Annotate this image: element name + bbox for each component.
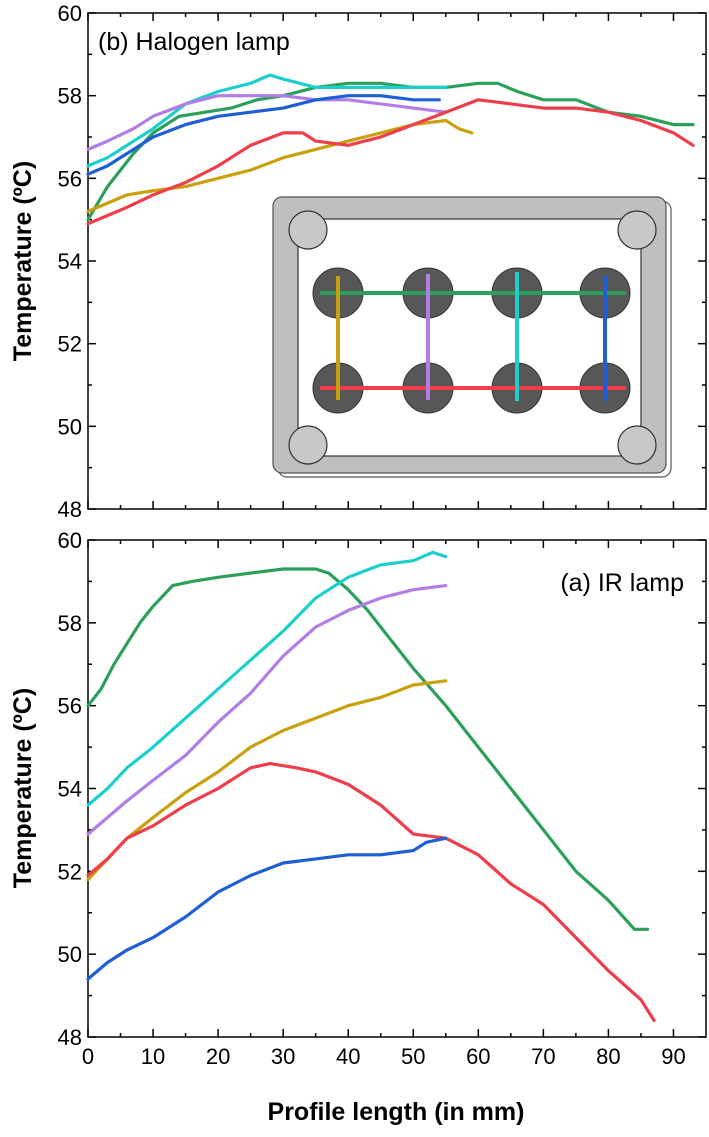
inset-window: [297, 218, 642, 457]
halogen-series-blue: [86, 94, 441, 176]
inset-profiles: [320, 272, 626, 401]
halogen-series-purple: [86, 94, 448, 151]
ir-series-gold: [86, 679, 448, 882]
panel-ir-ticks: 0 10 20 30 40 50 60 70 80 90 48 50 52 54 56 58 60: [58, 528, 706, 1069]
x-tick-label: 0: [82, 1044, 94, 1069]
panel-ir-series: [86, 550, 656, 1023]
y-tick-label: 52: [58, 332, 82, 357]
x-tick-label: 60: [466, 1044, 490, 1069]
y-tick-label: 52: [58, 859, 82, 884]
x-tick-label: 90: [661, 1044, 685, 1069]
x-tick-label: 70: [531, 1044, 555, 1069]
panel-halogen-lamp: 48 50 52 54 56 58 60: [9, 1, 707, 522]
y-tick-label: 48: [58, 497, 82, 522]
y-tick-label: 56: [58, 694, 82, 719]
x-tick-label: 80: [596, 1044, 620, 1069]
halogen-series-green: [86, 81, 695, 222]
panel-halogen-ticks: 48 50 52 54 56 58 60: [58, 1, 706, 522]
corner-hole-icon: [617, 425, 657, 465]
x-tick-label: 30: [271, 1044, 295, 1069]
corner-hole-icon: [617, 210, 657, 250]
corner-hole-icon: [288, 210, 328, 250]
panel-ir-ylabel: Temperature (ºC): [9, 688, 37, 888]
panel-halogen-ylabel: Temperature (ºC): [9, 161, 37, 361]
panel-ir-frame: [87, 539, 707, 1038]
ir-series-purple: [86, 583, 448, 836]
ir-series-green: [86, 567, 650, 931]
ir-series-cyan: [86, 550, 448, 807]
halogen-series-cyan: [86, 73, 448, 168]
y-tick-label: 54: [58, 777, 82, 802]
y-tick-label: 48: [58, 1025, 82, 1050]
inset-diagram: [272, 196, 672, 478]
y-tick-label: 60: [58, 528, 82, 553]
y-tick-label: 50: [58, 942, 82, 967]
ir-series-red: [86, 761, 656, 1023]
y-tick-label: 58: [58, 611, 82, 636]
halogen-series-gold: [86, 118, 474, 213]
x-tick-label: 50: [401, 1044, 425, 1069]
panel-ir-lamp: 0 10 20 30 40 50 60 70 80 90 48 50 52 54 56 58 60 (a) IR…: [9, 528, 707, 1069]
halogen-series-red: [86, 98, 695, 226]
y-tick-label: 58: [58, 84, 82, 109]
ir-series-blue: [86, 836, 448, 981]
y-tick-label: 56: [58, 166, 82, 191]
y-tick-label: 50: [58, 414, 82, 439]
x-tick-label: 20: [206, 1044, 230, 1069]
x-axis-title: Profile length (in mm): [268, 1098, 525, 1126]
panel-halogen-series: [86, 73, 695, 226]
x-tick-label: 10: [141, 1044, 165, 1069]
panel-halogen-title: (b) Halogen lamp: [98, 28, 290, 56]
y-tick-label: 60: [58, 1, 82, 26]
y-tick-label: 54: [58, 249, 82, 274]
corner-hole-icon: [288, 425, 328, 465]
x-tick-label: 40: [336, 1044, 360, 1069]
panel-ir-title: (a) IR lamp: [560, 569, 684, 597]
